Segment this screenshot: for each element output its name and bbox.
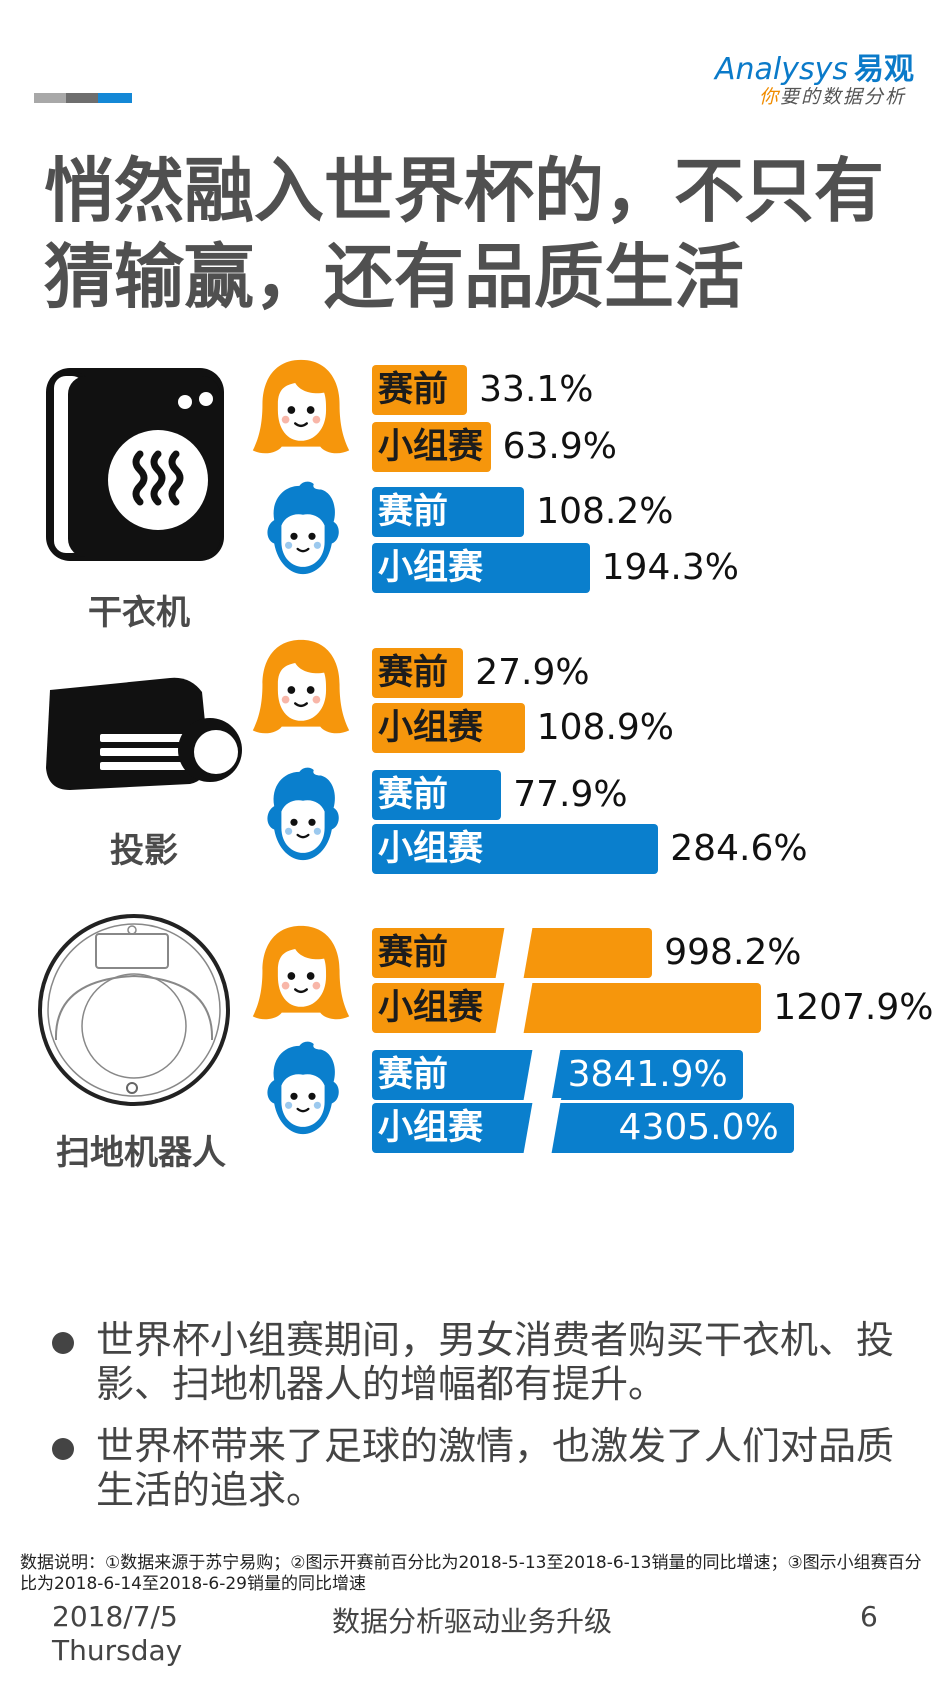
- category-label-projector: 投影: [110, 831, 178, 871]
- robot-vacuum-icon: [34, 910, 234, 1110]
- page-number: 6: [860, 1600, 878, 1633]
- bar-female-group-0: 小组赛: [372, 422, 491, 472]
- bar-male-group-0: 小组赛: [372, 543, 590, 593]
- bar-series-label: 赛前: [378, 370, 449, 410]
- summary-bullets: 世界杯小组赛期间，男女消费者购买干衣机、投影、扫地机器人的增幅都有提升。 世界杯…: [52, 1318, 922, 1530]
- bar-male-group-2: 小组赛: [372, 1098, 794, 1158]
- bar-male-group-1: 小组赛: [372, 824, 659, 874]
- bar-value-label: 1207.9%: [773, 987, 934, 1028]
- bar-series-label: 小组赛: [378, 988, 484, 1028]
- bar-value-label: 33.1%: [479, 369, 594, 410]
- bar-value-label: 4305.0%: [618, 1107, 779, 1148]
- bar-value-label: 194.3%: [601, 547, 739, 588]
- bullet-item: 世界杯小组赛期间，男女消费者购买干衣机、投影、扫地机器人的增幅都有提升。: [52, 1318, 922, 1406]
- bar-value-label: 998.2%: [664, 932, 802, 973]
- bar-series-label: 小组赛: [378, 1108, 484, 1148]
- footer-date: 2018/7/5 Thursday: [52, 1600, 183, 1667]
- bar-value-label: 3841.9%: [567, 1054, 728, 1095]
- axis-break-marker: [522, 1098, 562, 1158]
- logo-brand: Analysys: [714, 52, 848, 87]
- bullet-dot-icon: [52, 1332, 74, 1354]
- bar-female-pre-1: 赛前: [372, 648, 464, 698]
- bar-series-label: 赛前: [378, 775, 449, 815]
- bullet-item: 世界杯带来了足球的激情，也激发了人们对品质生活的追求。: [52, 1424, 922, 1512]
- bar-series-label: 赛前: [378, 492, 449, 532]
- bar-male-pre-2: 赛前: [372, 1045, 743, 1105]
- axis-break-marker: [494, 978, 534, 1038]
- bar-series-label: 小组赛: [378, 829, 484, 869]
- bar-series-label: 小组赛: [378, 708, 484, 748]
- header-accent-bar: [34, 93, 134, 103]
- logo-slogan: 要的数据分析: [779, 86, 906, 108]
- bar-series-label: 赛前: [378, 653, 449, 693]
- category-label-dryer: 干衣机: [88, 593, 190, 633]
- bar-value-label: 108.2%: [536, 491, 674, 532]
- bar-female-pre-2: 赛前: [372, 923, 653, 983]
- bar-value-label: 284.6%: [670, 828, 808, 869]
- bar-male-pre-1: 赛前: [372, 770, 502, 820]
- bar-value-label: 27.9%: [475, 652, 590, 693]
- page-title: 悄然融入世界杯的，不只有猜输赢，还有品质生活: [44, 150, 884, 318]
- dryer-icon: [40, 362, 230, 567]
- bar-value-label: 77.9%: [513, 774, 628, 815]
- data-note: 数据说明：①数据来源于苏宁易购；②图示开赛前百分比为2018-5-13至2018…: [20, 1553, 922, 1594]
- bar-series-label: 小组赛: [378, 548, 484, 588]
- category-label-robot-vacuum: 扫地机器人: [56, 1133, 226, 1173]
- footer-tagline: 数据分析驱动业务升级: [332, 1605, 613, 1638]
- logo-brand-cn: 易观: [854, 52, 914, 87]
- bar-female-pre-0: 赛前: [372, 365, 468, 415]
- bar-female-group-1: 小组赛: [372, 703, 525, 753]
- logo-slogan-prefix: 你: [758, 86, 780, 108]
- axis-break-marker: [494, 923, 534, 983]
- bar-series-label: 赛前: [378, 933, 449, 973]
- bar-female-group-2: 小组赛: [372, 978, 762, 1038]
- bar-series-label: 赛前: [378, 1055, 449, 1095]
- axis-break-marker: [522, 1045, 562, 1105]
- bar-series-label: 小组赛: [378, 427, 484, 467]
- projector-icon: [40, 672, 245, 797]
- bullet-dot-icon: [52, 1438, 74, 1460]
- analysys-logo: Analysys 易观 你要的数据分析: [694, 44, 914, 110]
- bar-male-pre-0: 赛前: [372, 487, 525, 537]
- bar-value-label: 108.9%: [536, 707, 675, 748]
- bar-value-label: 63.9%: [502, 426, 617, 467]
